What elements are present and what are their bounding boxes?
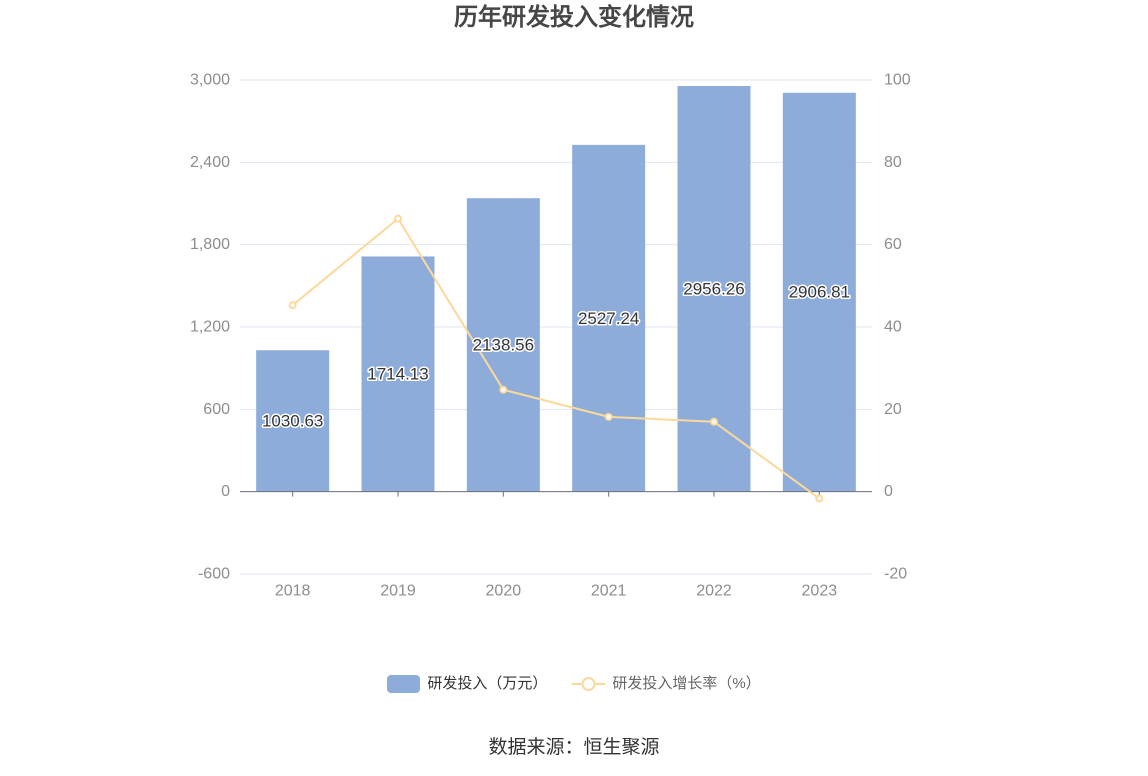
y-right-tick-label: 0: [884, 483, 893, 500]
x-tick-label: 2023: [802, 583, 838, 600]
legend-line-circle-icon: [572, 677, 606, 691]
bar-series-rd-investment: [256, 86, 856, 492]
bar-value-label-2019: 1714.13: [367, 365, 428, 384]
legend-label-rd-investment: 研发投入（万元）: [427, 675, 548, 692]
y-right-tick-label: 20: [884, 401, 902, 418]
x-tick-label: 2019: [380, 583, 416, 600]
y-left-tick-label: 1,200: [190, 319, 230, 336]
y-right-tick-label: 100: [884, 72, 911, 89]
chart-title: 历年研发投入变化情况: [454, 4, 694, 31]
y-right-tick-label: 60: [884, 236, 902, 253]
growth-rate-point-2021[interactable]: [604, 412, 613, 421]
x-tick-label: 2020: [486, 583, 522, 600]
y-right-tick-label: 80: [884, 154, 902, 171]
y-right-tick-label: 40: [884, 319, 902, 336]
y-left-tick-label: 1,800: [190, 236, 230, 253]
y-left-tick-label: -600: [198, 566, 230, 583]
y-left-tick-label: 0: [221, 483, 230, 500]
legend-item-rd-investment[interactable]: 研发投入（万元）: [387, 674, 547, 694]
growth-rate-line: [292, 217, 820, 500]
growth-rate-point-2023[interactable]: [815, 494, 824, 503]
y-left-tick-label: 600: [203, 401, 230, 418]
growth-rate-point-2019[interactable]: [394, 214, 402, 223]
bar-2019[interactable]: [361, 256, 435, 492]
growth-rate-point-2020[interactable]: [499, 385, 508, 394]
bar-value-label-2021: 2527.24: [578, 309, 639, 328]
growth-rate-point-2022[interactable]: [710, 417, 718, 426]
grid-lines: [240, 79, 872, 575]
bar-2021[interactable]: [572, 144, 646, 492]
bar-value-label-2022: 2956.26: [683, 279, 744, 298]
growth-rate-point-2018[interactable]: [288, 301, 297, 310]
bar-2023[interactable]: [782, 92, 856, 492]
legend: 研发投入（万元） 研发投入增长率（%）: [0, 674, 1148, 694]
legend-item-growth-rate[interactable]: 研发投入增长率（%）: [572, 674, 761, 694]
bar-value-label-2023: 2906.81: [789, 283, 850, 302]
legend-label-growth-rate: 研发投入增长率（%）: [612, 675, 761, 692]
combo-bar-line-chart: -600 0 600 1,200 1,800 2,400 3,000 -20 0 20 40 60 80…: [190, 72, 911, 600]
bar-2020[interactable]: [466, 198, 540, 492]
bar-value-label-2020: 2138.56: [473, 335, 534, 354]
y-right-tick-label: -20: [884, 566, 907, 583]
x-tick-label: 2021: [591, 583, 627, 600]
bar-2018[interactable]: [256, 350, 330, 492]
legend-bar-icon: [387, 675, 421, 693]
data-source: 数据来源：恒生聚源: [488, 737, 660, 758]
x-axis: 2018 2019 2020 2021 2022 2023: [240, 491, 872, 600]
bar-value-labels: 1030.63 1714.13 2138.56 2527.24 2956.26 2906.…: [260, 278, 851, 432]
y-axis-right: -20 0 20 40 60 80 100: [884, 72, 911, 583]
y-left-tick-label: 3,000: [190, 72, 230, 89]
x-tick-label: 2022: [696, 583, 732, 600]
y-axis-left: -600 0 600 1,200 1,800 2,400 3,000: [190, 72, 230, 583]
line-series-growth-rate: [288, 214, 824, 503]
y-left-tick-label: 2,400: [190, 154, 230, 171]
x-tick-label: 2018: [275, 583, 311, 600]
bar-value-label-2018: 1030.63: [262, 411, 323, 430]
